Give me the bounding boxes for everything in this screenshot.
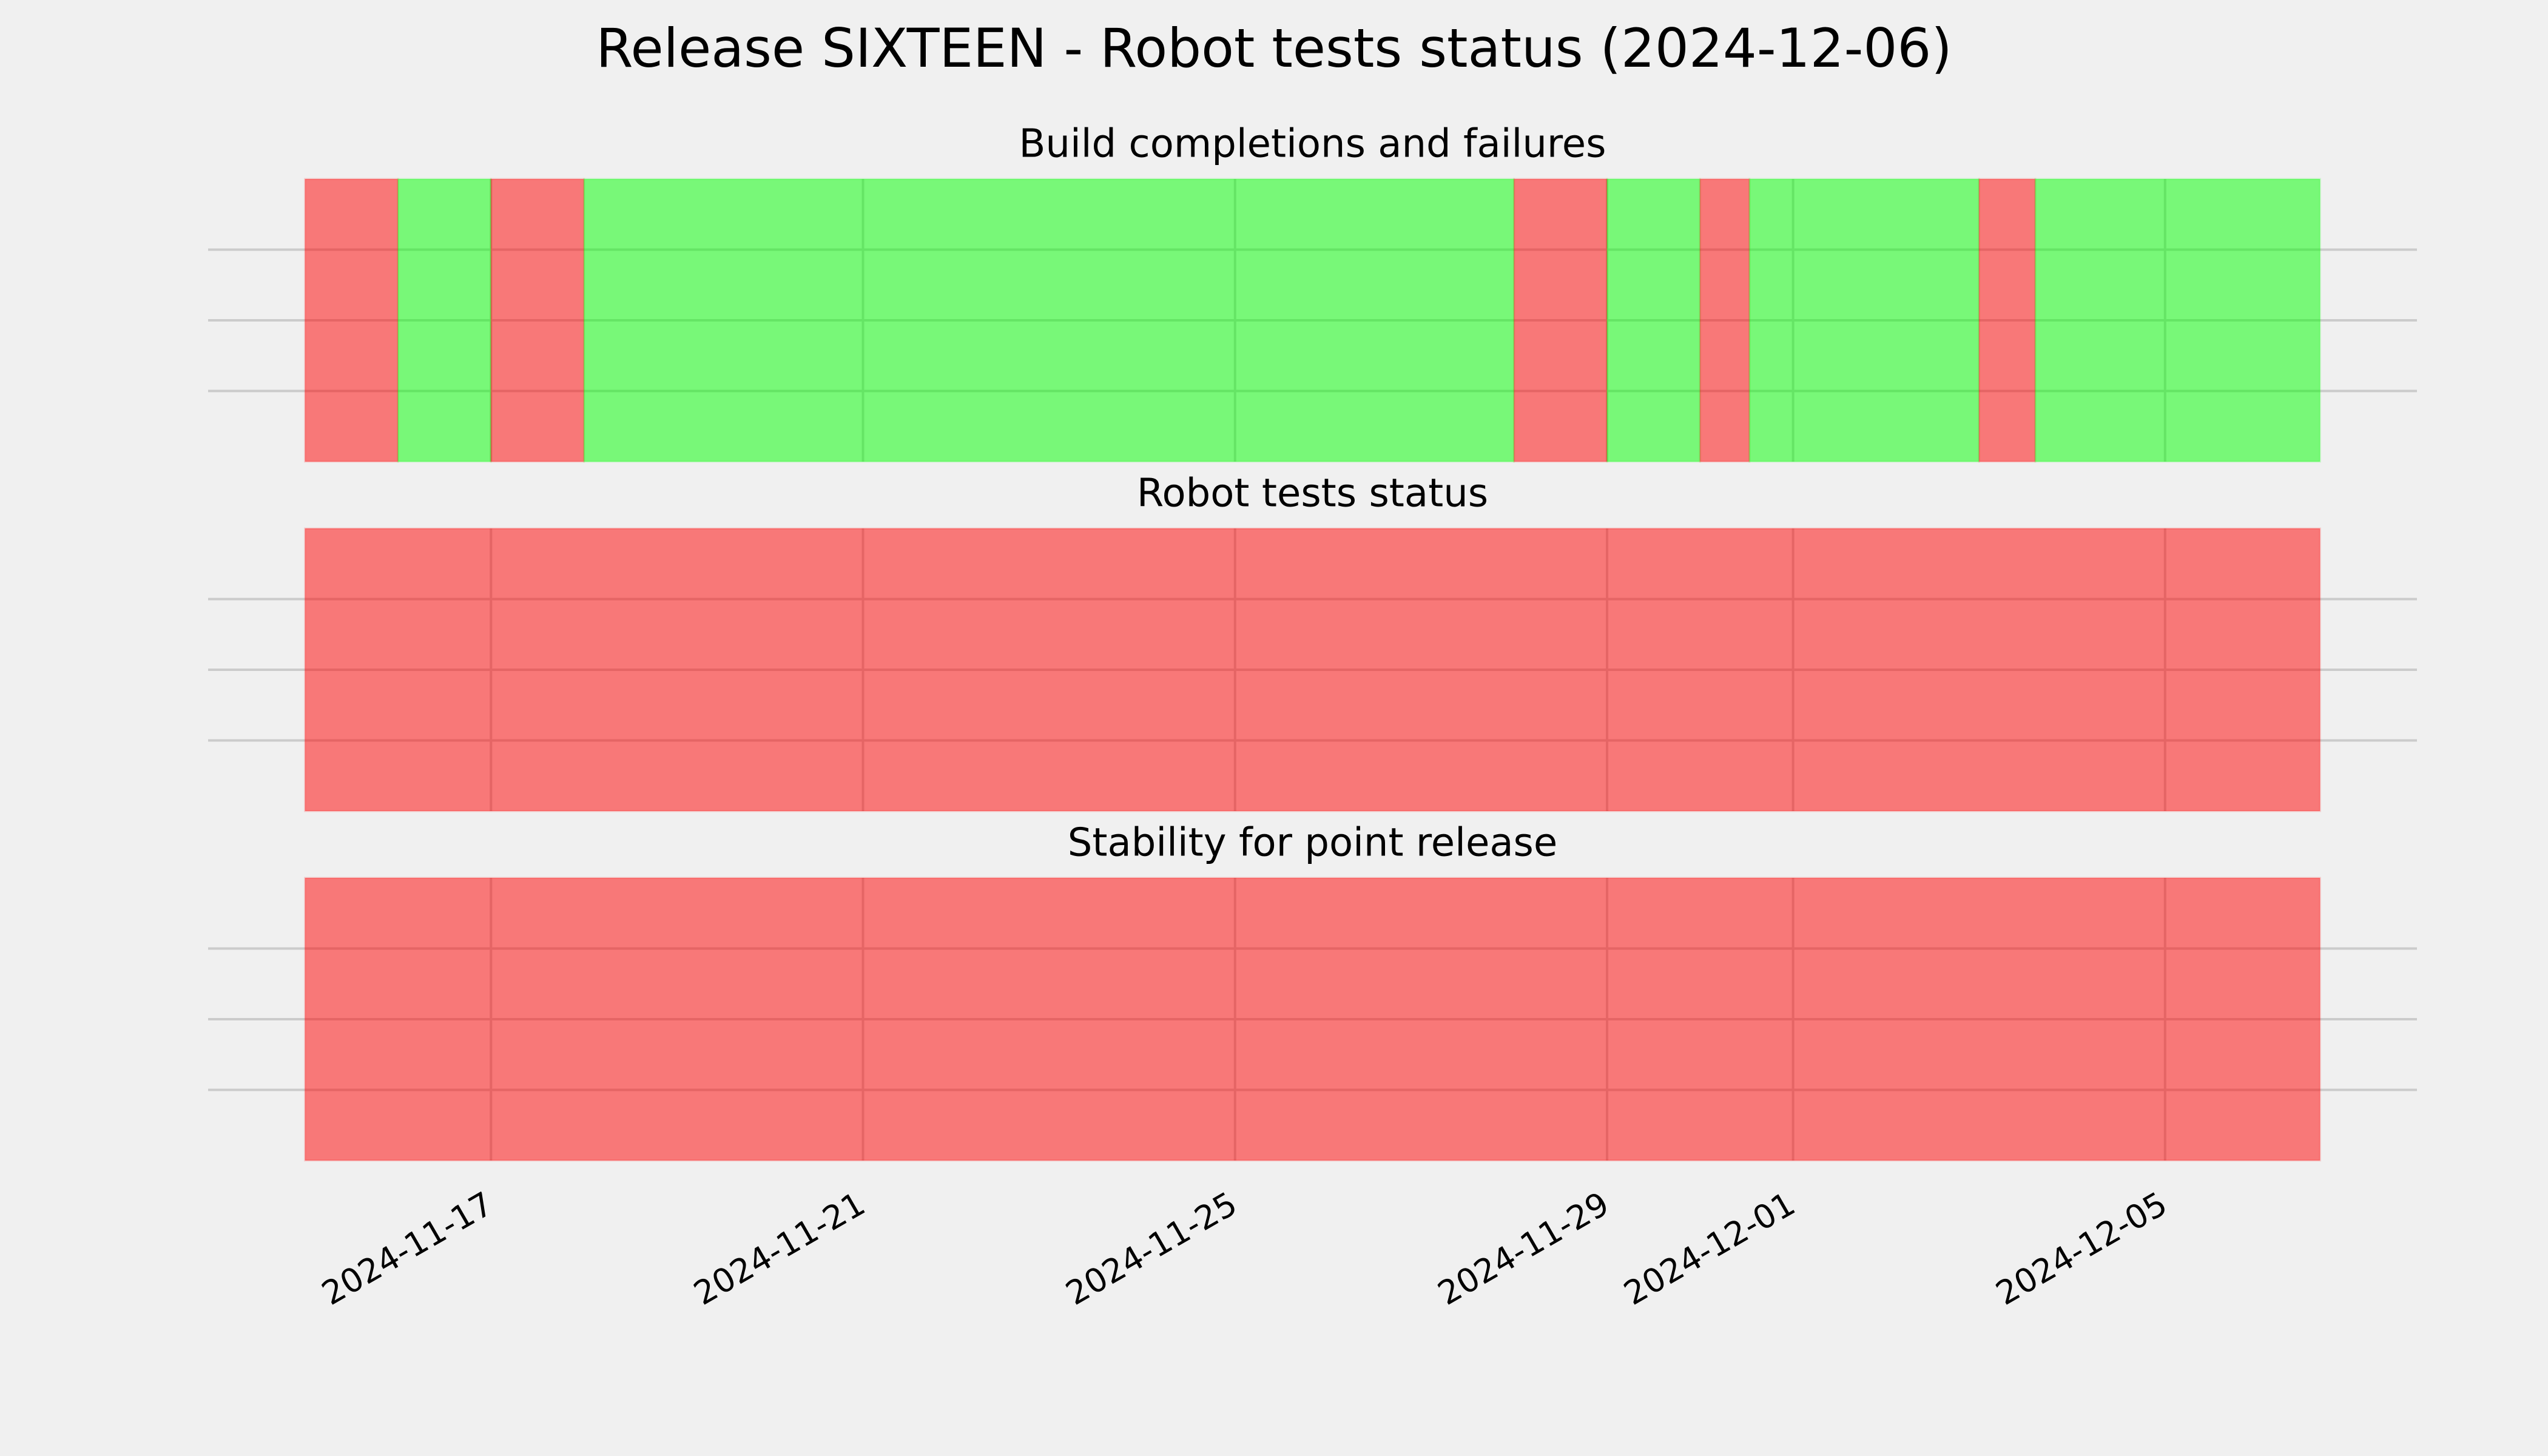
status-span	[304, 178, 399, 463]
status-span	[304, 877, 2321, 1162]
subplot-title: Build completions and failures	[1019, 122, 1606, 167]
status-span	[1699, 178, 1751, 463]
status-span	[304, 527, 2321, 812]
subplot-title: Stability for point release	[1068, 821, 1558, 866]
subplot-title: Robot tests status	[1137, 471, 1488, 516]
status-span	[2034, 178, 2321, 463]
status-span	[1606, 178, 1701, 463]
chart-title: Release SIXTEEN - Robot tests status (20…	[596, 17, 1952, 79]
status-span	[490, 178, 585, 463]
status-span	[583, 178, 1515, 463]
status-span	[1978, 178, 2037, 463]
status-span	[1513, 178, 1608, 463]
status-span	[1748, 178, 1980, 463]
status-span	[397, 178, 492, 463]
